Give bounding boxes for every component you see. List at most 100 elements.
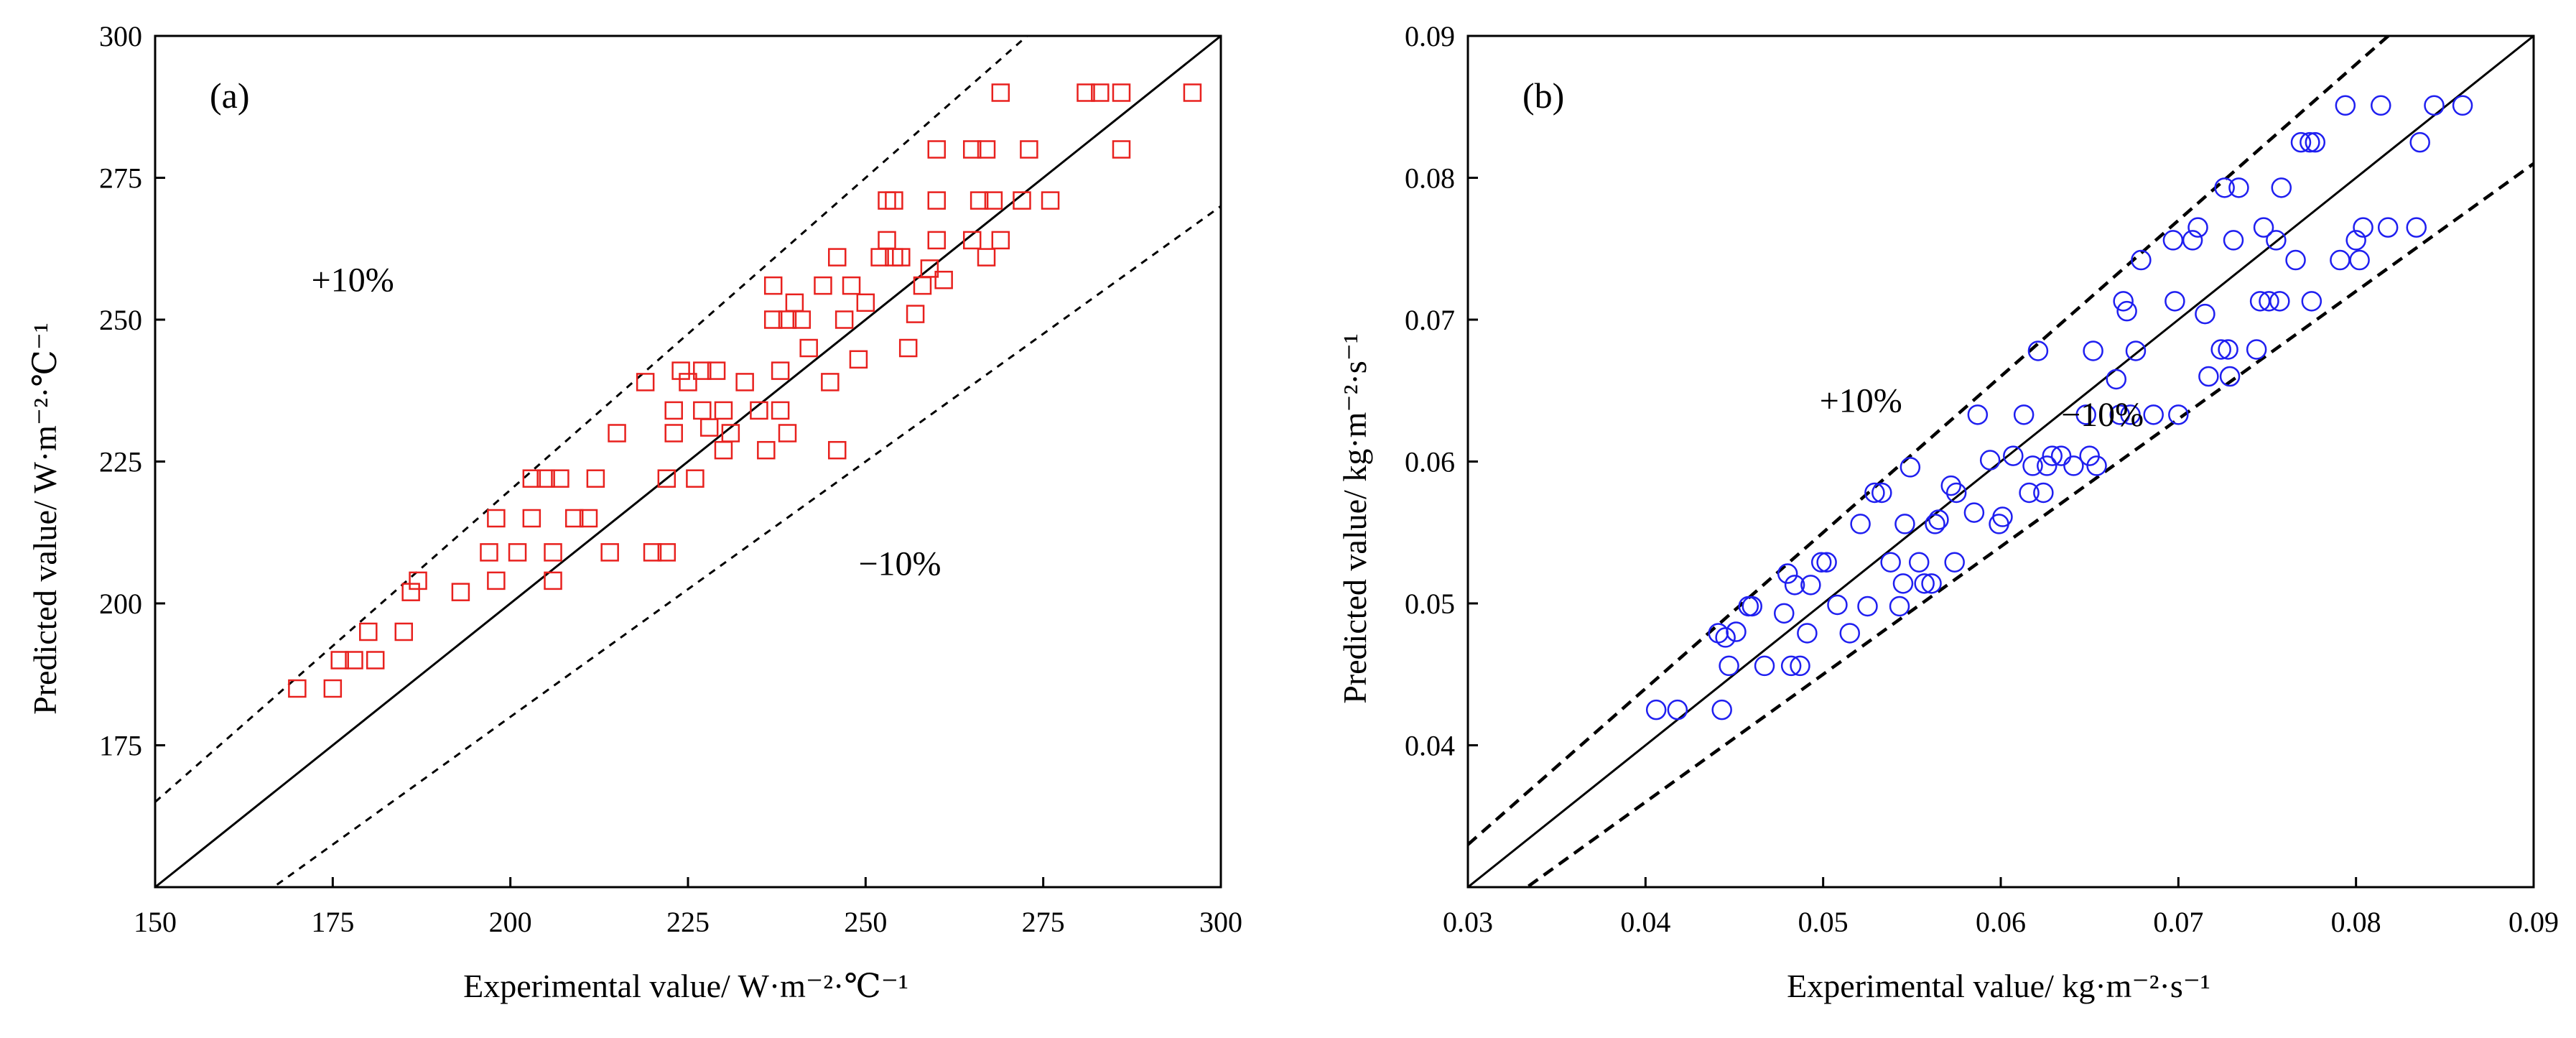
x-axis-title-b: Experimental value/ kg·m⁻²·s⁻¹ <box>1787 968 2210 1004</box>
data-point-a-90 <box>1183 83 1202 102</box>
data-point-a-27 <box>657 469 676 488</box>
data-point-a-43 <box>757 440 776 460</box>
data-point-a-52 <box>799 338 818 358</box>
data-point-a-81 <box>991 231 1010 250</box>
data-point-a-88 <box>1112 83 1131 102</box>
data-point-b-35 <box>1940 475 1961 496</box>
data-point-b-26 <box>1889 596 1910 617</box>
data-point-a-23 <box>600 543 619 562</box>
data-point-b-33 <box>1925 514 1945 534</box>
band-annotation-a-0: +10% <box>312 261 394 300</box>
data-point-a-9 <box>451 583 470 601</box>
x-tick-label-a-0: 150 <box>134 906 177 938</box>
y-tick-label-a-0: 175 <box>99 730 142 762</box>
data-point-a-15 <box>522 509 541 528</box>
data-point-a-36 <box>699 418 719 437</box>
data-point-a-73 <box>927 231 947 250</box>
data-point-a-67 <box>898 338 918 358</box>
x-tick-label-a-3: 225 <box>666 906 710 938</box>
data-point-a-20 <box>564 509 584 528</box>
reference-line-minus-10-a <box>271 205 1221 887</box>
data-point-a-34 <box>693 361 712 380</box>
x-tick-label-b-6: 0.09 <box>2508 906 2559 938</box>
data-point-b-89 <box>2305 131 2326 153</box>
data-point-b-78 <box>2246 339 2267 360</box>
data-point-b-62 <box>2125 340 2147 361</box>
data-point-b-86 <box>2290 131 2312 153</box>
data-point-a-26 <box>643 543 662 562</box>
band-annotation-b-0: +10% <box>1820 381 1902 420</box>
data-point-a-89 <box>1112 140 1131 159</box>
data-point-a-84 <box>1020 140 1038 159</box>
data-point-b-99 <box>2424 95 2445 116</box>
band-annotation-b-1: −10% <box>2061 396 2144 434</box>
data-point-a-3 <box>345 651 363 669</box>
y-tick-label-a-1: 200 <box>99 588 142 620</box>
data-point-b-6 <box>1726 621 1747 642</box>
x-tick-label-b-1: 0.04 <box>1620 906 1670 938</box>
data-points-a <box>288 83 1202 698</box>
data-point-b-60 <box>2116 300 2137 322</box>
reference-line-parity-b <box>1468 36 2534 887</box>
data-point-b-92 <box>2345 230 2366 251</box>
data-point-b-83 <box>2269 291 2290 312</box>
x-tick-label-a-6: 300 <box>1199 906 1242 938</box>
data-point-a-75 <box>962 140 982 159</box>
data-point-b-74 <box>2218 339 2238 360</box>
data-point-b-96 <box>2377 217 2399 238</box>
panel-label-a: (a) <box>210 75 250 116</box>
data-point-b-45 <box>2019 482 2040 504</box>
data-point-b-4 <box>1715 627 1736 648</box>
x-tick-label-b-5: 0.08 <box>2331 906 2381 938</box>
data-point-b-32 <box>1921 573 1942 594</box>
data-point-b-75 <box>2219 366 2241 387</box>
reference-line-parity-a <box>155 36 1221 887</box>
y-tick-label-a-4: 275 <box>99 162 142 195</box>
data-point-b-43 <box>2003 445 2024 466</box>
y-tick-label-b-0: 0.04 <box>1405 730 1455 762</box>
data-point-a-44 <box>763 310 783 329</box>
data-point-a-47 <box>771 361 790 380</box>
data-point-b-14 <box>1790 655 1810 677</box>
data-point-a-7 <box>401 583 420 601</box>
data-point-a-14 <box>522 469 541 488</box>
data-point-b-94 <box>2353 217 2373 238</box>
data-point-a-72 <box>927 191 947 210</box>
data-point-b-68 <box>2182 230 2203 251</box>
data-point-a-71 <box>927 140 947 159</box>
data-point-b-59 <box>2113 291 2134 312</box>
data-point-b-3 <box>1711 699 1732 720</box>
data-point-a-1 <box>323 679 343 698</box>
data-point-b-85 <box>2285 249 2306 271</box>
data-point-a-33 <box>686 469 705 488</box>
data-point-b-22 <box>1857 596 1878 617</box>
data-point-a-45 <box>763 276 783 295</box>
data-point-a-68 <box>906 305 925 323</box>
data-point-b-10 <box>1774 603 1795 624</box>
data-point-b-29 <box>1900 457 1921 478</box>
data-point-b-18 <box>1816 552 1837 573</box>
reference-line-plus-10-a <box>155 36 1029 803</box>
data-point-b-1 <box>1667 699 1688 720</box>
data-point-b-98 <box>2409 131 2430 153</box>
x-tick-label-a-4: 250 <box>844 906 887 938</box>
data-point-b-76 <box>2223 230 2244 251</box>
data-point-a-42 <box>750 401 768 420</box>
data-point-b-46 <box>2022 455 2043 476</box>
data-point-b-56 <box>2086 455 2107 476</box>
data-point-b-52 <box>2063 455 2084 476</box>
data-point-a-10 <box>480 543 498 562</box>
data-point-a-41 <box>735 373 754 391</box>
data-point-b-8 <box>1742 596 1762 617</box>
data-point-a-49 <box>778 424 797 442</box>
data-point-a-66 <box>892 248 911 267</box>
x-tick-label-b-4: 0.07 <box>2153 906 2203 938</box>
data-point-a-59 <box>849 350 868 369</box>
x-tick-label-b-2: 0.05 <box>1798 906 1849 938</box>
panel-label-b: (b) <box>1522 75 1564 116</box>
y-tick-label-b-2: 0.06 <box>1405 446 1455 478</box>
data-point-a-70 <box>920 259 939 278</box>
data-point-b-42 <box>1992 506 2013 527</box>
